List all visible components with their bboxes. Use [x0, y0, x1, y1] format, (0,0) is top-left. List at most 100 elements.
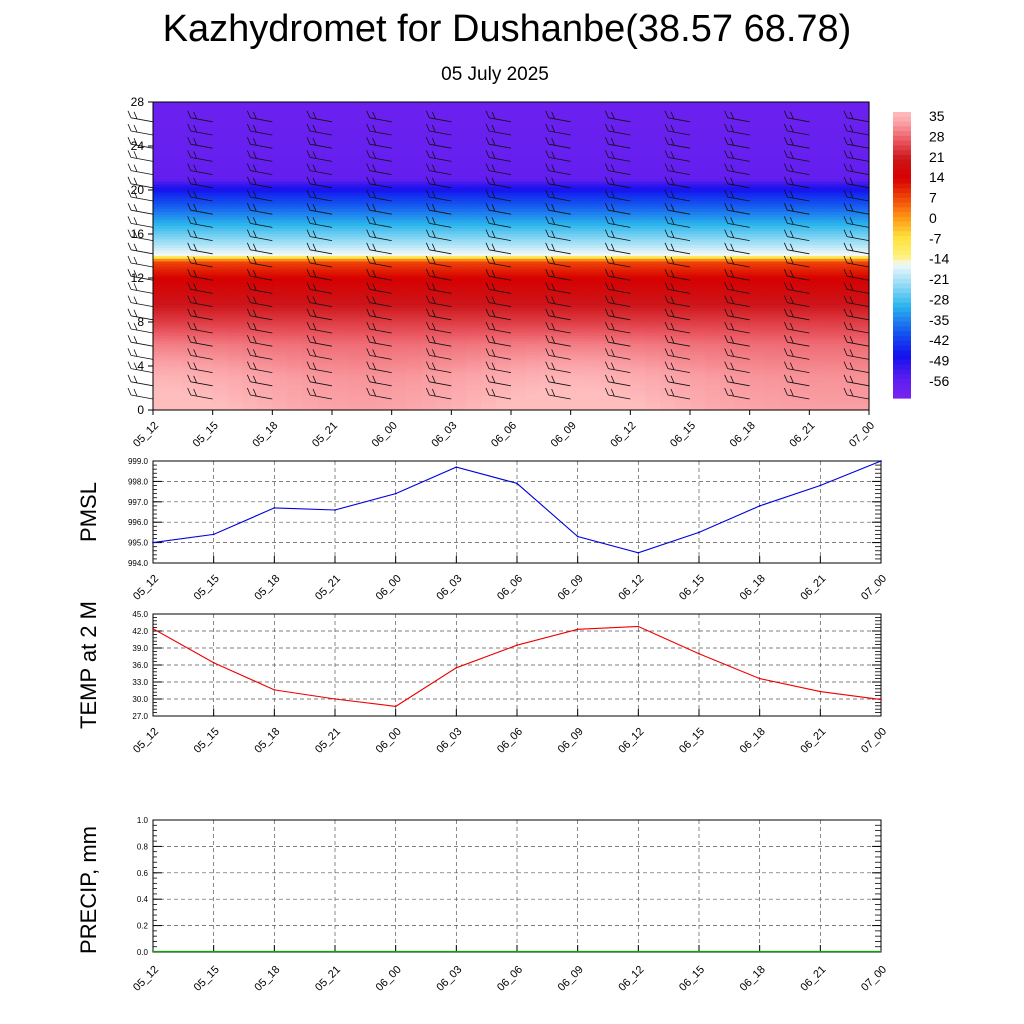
heatmap-cell — [153, 396, 169, 400]
heatmap-cell — [451, 135, 467, 139]
heatmap-cell — [466, 212, 482, 216]
heatmap-cell — [779, 239, 796, 243]
heatmap-cell — [182, 258, 199, 263]
heatmap-cell — [466, 308, 482, 312]
heatmap-cell — [302, 388, 318, 392]
heatmap-cell — [794, 181, 810, 186]
heatmap-cell — [734, 374, 751, 378]
heatmap-cell — [719, 275, 736, 279]
heatmap-cell — [257, 129, 273, 133]
heatmap-cell — [376, 338, 393, 342]
heatmap-cell — [212, 330, 229, 334]
heatmap-cell — [525, 151, 542, 155]
heatmap-cell — [585, 294, 602, 298]
heatmap-cell — [764, 275, 781, 279]
heatmap-cell — [287, 313, 303, 318]
heatmap-cell — [361, 170, 378, 175]
heatmap-cell — [525, 289, 542, 293]
heatmap-cell — [779, 316, 796, 320]
heatmap-cell — [525, 256, 542, 260]
heatmap-cell — [690, 393, 706, 397]
heatmap-cell — [436, 154, 452, 158]
heatmap-cell — [481, 396, 497, 400]
heatmap-cell — [585, 220, 602, 224]
heatmap-cell — [481, 377, 497, 381]
heatmap-cell — [570, 126, 587, 131]
heatmap-cell — [153, 206, 169, 210]
heatmap-cell — [645, 181, 661, 186]
heatmap-cell — [466, 173, 482, 177]
heatmap-cell — [332, 374, 348, 378]
heatmap-cell — [332, 107, 348, 111]
heatmap-cell — [660, 143, 676, 147]
heatmap-cell — [496, 313, 512, 318]
heatmap-cell — [361, 143, 378, 147]
heatmap-cell — [719, 176, 736, 180]
heatmap-cell — [361, 104, 378, 109]
heatmap-cell — [227, 201, 244, 205]
heatmap-cell — [153, 209, 169, 213]
heatmap-cell — [585, 140, 602, 144]
heatmap-cell — [257, 253, 273, 257]
heatmap-cell — [555, 258, 572, 263]
heatmap-cell — [779, 264, 796, 268]
heatmap-cell — [421, 124, 438, 128]
heatmap-cell — [257, 267, 273, 271]
heatmap-cell — [332, 192, 348, 197]
heatmap-cell — [630, 228, 646, 232]
heatmap-cell — [615, 157, 631, 161]
heatmap-cell — [809, 107, 825, 111]
heatmap-cell — [690, 102, 706, 106]
heatmap-cell — [511, 203, 527, 208]
heatmap-cell — [302, 170, 318, 175]
heatmap-cell — [630, 132, 646, 136]
heatmap-cell — [794, 223, 810, 227]
heatmap-cell — [346, 132, 363, 136]
heatmap-cell — [391, 113, 408, 117]
heatmap-cell — [645, 115, 661, 120]
heatmap-cell — [376, 388, 393, 392]
heatmap-cell — [511, 146, 527, 150]
heatmap-cell — [361, 327, 378, 331]
heatmap-cell — [257, 242, 273, 246]
heatmap-cell — [212, 374, 229, 378]
heatmap-cell — [585, 168, 602, 172]
heatmap-cell — [167, 335, 184, 340]
heatmap-cell — [600, 330, 617, 334]
heatmap-cell — [660, 305, 676, 309]
heatmap-cell — [794, 294, 810, 298]
heatmap-cell — [153, 341, 169, 345]
heatmap-cell — [257, 291, 273, 296]
heatmap-cell — [675, 115, 691, 120]
heatmap-cell — [436, 220, 452, 224]
heatmap-cell — [809, 203, 825, 208]
heatmap-cell — [197, 385, 214, 389]
heatmap-cell — [182, 126, 199, 131]
heatmap-cell — [525, 393, 542, 397]
heatmap-cell — [585, 115, 602, 120]
heatmap-cell — [734, 404, 751, 408]
heatmap-cell — [615, 220, 631, 224]
heatmap-cell — [690, 181, 706, 186]
heatmap-cell — [794, 333, 810, 337]
heatmap-cell — [361, 154, 378, 158]
heatmap-cell — [332, 113, 348, 117]
heatmap-cell — [272, 113, 288, 117]
heatmap-cell — [451, 313, 467, 318]
heatmap-cell — [436, 140, 452, 144]
heatmap-cell — [287, 228, 303, 232]
heatmap-cell — [481, 135, 497, 139]
heatmap-cell — [496, 236, 512, 241]
heatmap-cell — [704, 327, 721, 331]
heatmap-cell — [734, 110, 751, 114]
heatmap-cell — [794, 404, 810, 408]
heatmap-cell — [153, 382, 169, 386]
heatmap-cell — [153, 159, 169, 164]
heatmap-cell — [511, 283, 527, 287]
heatmap-cell — [600, 102, 617, 106]
heatmap-cell — [406, 283, 423, 287]
heatmap-cell — [242, 242, 259, 246]
heatmap-cell — [600, 209, 617, 213]
heatmap-cell — [302, 382, 318, 386]
heatmap-cell — [481, 146, 497, 150]
